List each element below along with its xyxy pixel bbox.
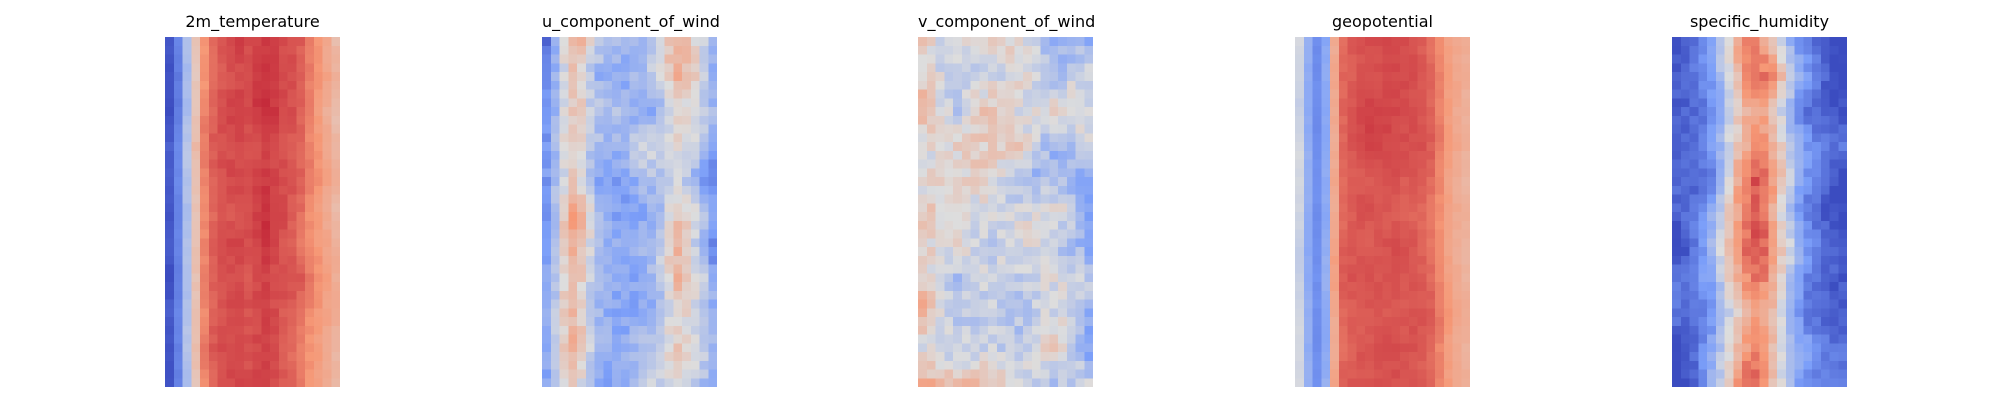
heatmap-2m-temperature (165, 37, 340, 387)
panel-title: u_component_of_wind (542, 12, 720, 31)
panel-2m-temperature: 2m_temperature (165, 0, 340, 400)
panel-u-component-of-wind: u_component_of_wind (542, 0, 720, 400)
panel-v-component-of-wind: v_component_of_wind (918, 0, 1096, 400)
heatmap-geopotential (1295, 37, 1470, 387)
heatmap-u-component-of-wind (542, 37, 717, 387)
heatmap-specific-humidity (1672, 37, 1847, 387)
panel-title: v_component_of_wind (918, 12, 1096, 31)
panel-title: 2m_temperature (185, 12, 320, 31)
panel-geopotential: geopotential (1295, 0, 1470, 400)
panel-specific-humidity: specific_humidity (1672, 0, 1847, 400)
panel-title: specific_humidity (1689, 12, 1830, 31)
heatmap-v-component-of-wind (918, 37, 1093, 387)
panel-title: geopotential (1332, 12, 1433, 31)
